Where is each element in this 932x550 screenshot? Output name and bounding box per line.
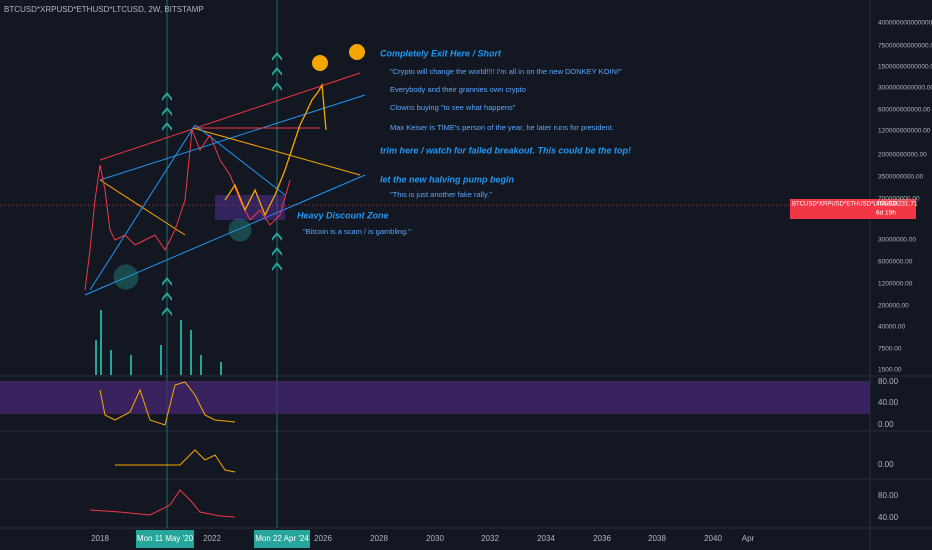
price-tag-countdown: 6d 19h [876,210,896,217]
price-axis-label: 120000000000.00 [878,128,931,135]
price-axis-label: 200000.00 [878,303,909,310]
time-axis-label: 2018 [91,534,109,543]
time-axis-label: Apr [742,534,755,543]
price-axis-label: 700000000.00 [878,196,920,203]
rsi-axis-label: 0.00 [878,420,894,429]
projection [224,82,327,217]
annotation: Heavy Discount Zone [297,210,389,220]
osc2-line [89,489,236,518]
time-axis-label: 2030 [426,534,444,543]
rsi-axis-label: 80.00 [878,377,899,386]
chevron [162,307,172,316]
time-axis-label: 2028 [370,534,388,543]
chevron [272,232,282,241]
price-tag-symbol: BTCUSD*XRPUSD*ETHUSD*LTCUSD [792,202,898,208]
osc-line [115,449,236,473]
price-axis-label: 20000000000.00 [878,152,927,159]
volume [95,310,222,375]
price-axis-label: 30000000.00 [878,237,916,244]
time-highlight: Mon 11 May '20 [137,534,194,543]
alert-icons [312,44,365,71]
time-axis-label: 2036 [593,534,611,543]
symbol-title: BTCUSD*XRPUSD*ETHUSD*LTCUSD, 2W, BITSTAM… [4,5,204,14]
osc2-axis-label: 40.00 [878,513,899,522]
quote: "This is just another fake rally." [390,190,492,199]
time-axis-label: 2022 [203,534,221,543]
price-axis-label: 1500.00 [878,367,902,374]
circle [228,218,252,242]
price-axis-label: 3500000000.00 [878,174,924,181]
chevron [162,122,172,131]
price-axis-label: 75000000000000.00 [878,43,932,50]
price-tag-price: 466808231.71 [876,201,918,208]
rsi-axis-label: 40.00 [878,398,899,407]
price-series [84,129,291,291]
trend-lines [84,72,366,296]
time-axis-label: 2034 [537,534,555,543]
time-highlight: Mon 22 Apr '24 [255,534,309,543]
price-axis-label: 40000.00 [878,324,905,331]
price-axis-label: 3000000000000.00 [878,85,932,92]
price-axis-label: 400000000000000.00 [878,20,932,27]
osc-axis-label: 0.00 [878,460,894,469]
chevron [272,52,282,61]
time-highlight-bg [254,530,310,548]
chevron [272,262,282,271]
price-axis-label: 1200000.00 [878,281,913,288]
annotation: trim here / watch for failed breakout. T… [380,145,631,155]
annotation: let the new halving pump begin [380,174,515,184]
price-axis-label: 600000000000.00 [878,107,931,114]
rsi-band [0,381,870,414]
annotation: Completely Exit Here / Short [380,48,502,58]
time-axis-label: 2032 [481,534,499,543]
chevron [162,292,172,301]
time-highlight-bg [136,530,194,548]
rsi-line [99,381,236,426]
time-axis-label: 2026 [314,534,332,543]
price-axis-label: 15000000000000.00 [878,64,932,71]
price-tag [790,199,916,219]
chevron [272,67,282,76]
time-axis-label: 2040 [704,534,722,543]
osc2-axis-label: 80.00 [878,491,899,500]
price-axis-label: 7500.00 [878,346,902,353]
chevron [162,277,172,286]
time-axis-label: 2038 [648,534,666,543]
price-axis-label: 6000000.00 [878,259,913,266]
chevron [272,247,282,256]
chevron [162,107,172,116]
quote: Max Keiser is TIME's person of the year,… [390,123,614,132]
chevron [272,82,282,91]
chevron [162,92,172,101]
quote: "Bitcoin is a scam / is gambling." [303,227,411,236]
chevrons [162,52,282,316]
quote: "Crypto will change the world!!!! I'm al… [390,67,622,76]
circle [113,264,139,290]
quote: Clowns buying "to see what happens" [390,103,516,112]
quote: Everybody and their grannies own crypto [390,85,526,94]
